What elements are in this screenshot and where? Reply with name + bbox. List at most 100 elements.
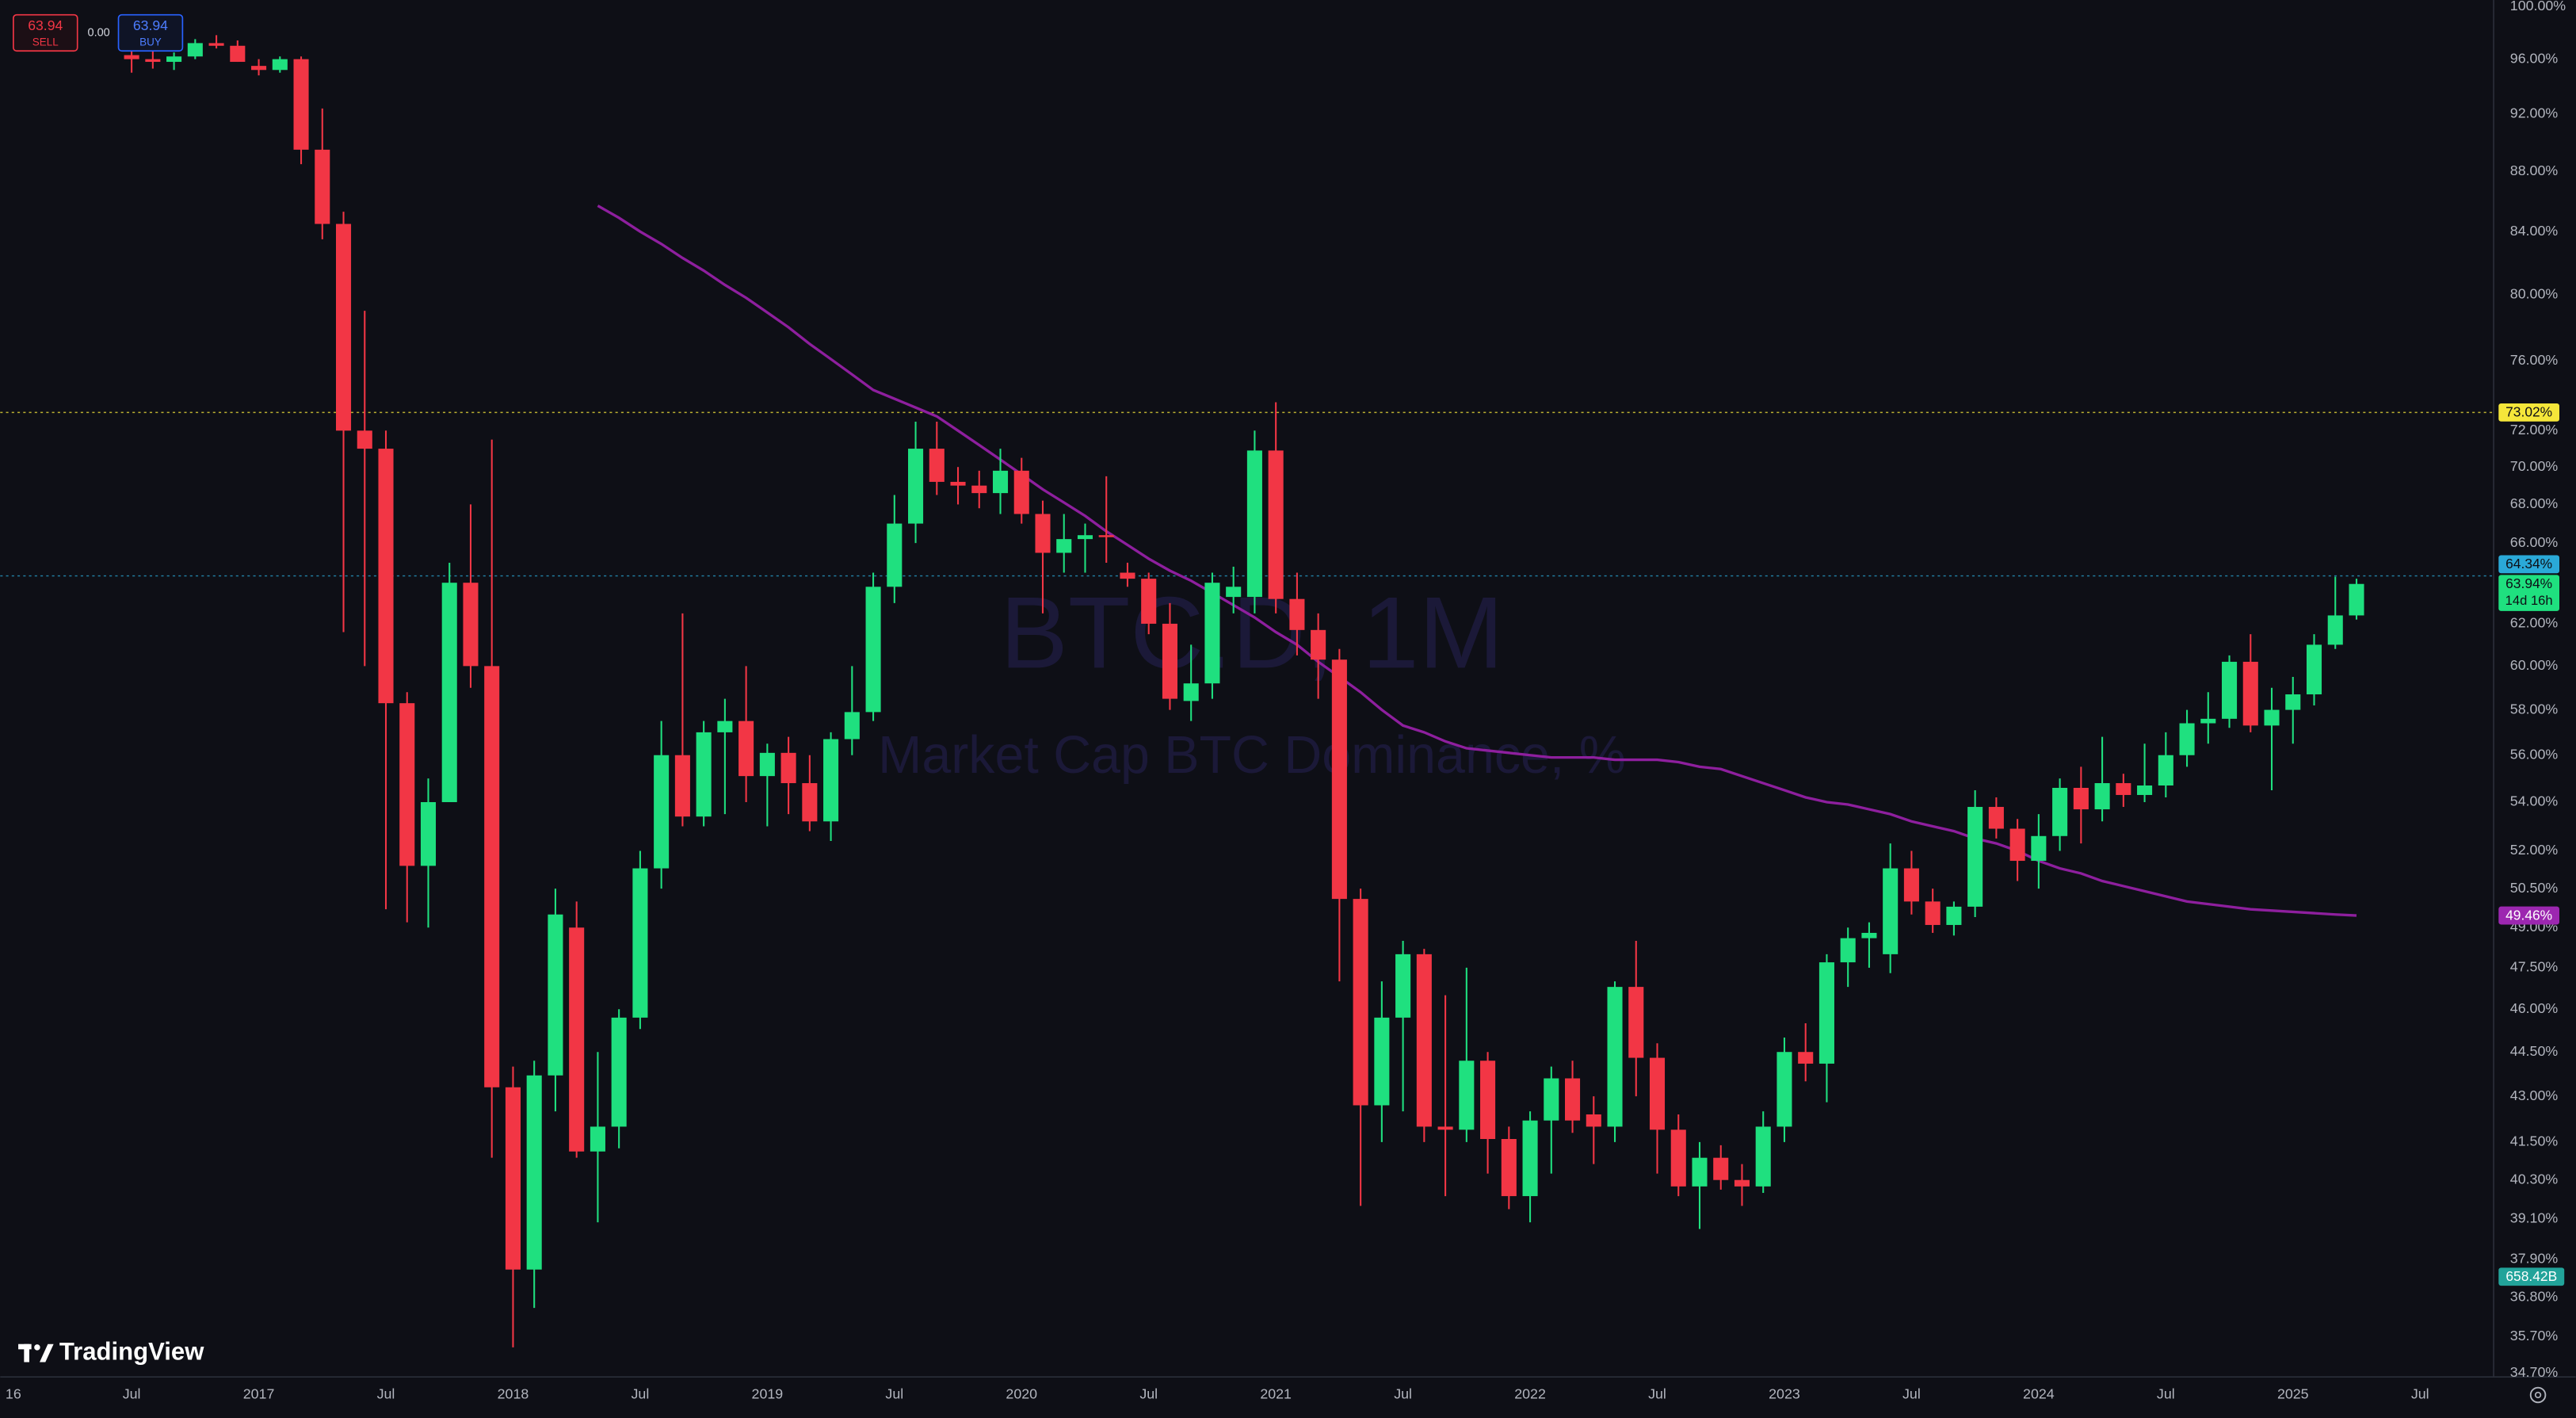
candle-body [1416, 954, 1432, 1127]
candle-body [780, 752, 796, 784]
candle-body [1395, 954, 1411, 1018]
x-tick-label: 2022 [1514, 1386, 1546, 1402]
sell-price: 63.94 [28, 17, 63, 33]
settings-icon[interactable] [2529, 1386, 2547, 1404]
price-level-badge [2498, 403, 2560, 422]
candle-body [315, 149, 330, 224]
y-tick-label: 76.00% [2510, 352, 2559, 368]
candle-body [2137, 785, 2153, 795]
candle-body [759, 752, 775, 777]
y-tick-label: 50.50% [2510, 880, 2559, 896]
candle-body [1903, 868, 1919, 902]
x-tick-label: Jul [885, 1386, 903, 1402]
candle-body [908, 449, 924, 524]
y-tick-label: 72.00% [2510, 422, 2559, 438]
x-tick-label: 2020 [1006, 1386, 1037, 1402]
logo[interactable]: TradingView [18, 1337, 204, 1365]
plot-area [0, 35, 2494, 1347]
y-tick-label: 68.00% [2510, 495, 2559, 511]
buy-label: BUY [139, 36, 162, 48]
candle-body [1311, 629, 1326, 660]
logo-text: TradingView [59, 1337, 204, 1365]
candle-body [1289, 598, 1305, 630]
y-tick-label: 66.00% [2510, 534, 2559, 550]
candle-body [166, 56, 182, 63]
candle-body [1268, 450, 1284, 599]
candle-body [1967, 807, 1983, 907]
x-tick-label: 2025 [2277, 1386, 2309, 1402]
candle-body [2222, 661, 2238, 719]
y-tick-label: 35.70% [2510, 1328, 2559, 1343]
x-tick-label: 2021 [1260, 1386, 1292, 1402]
y-tick-label: 88.00% [2510, 162, 2559, 178]
candle-body [823, 739, 839, 822]
candle-body [2009, 828, 2025, 862]
candle-body [1374, 1017, 1390, 1106]
candle-body [1035, 514, 1051, 553]
logo-mark [34, 1344, 40, 1351]
candle-body [1056, 539, 1072, 553]
logo-mark [40, 1343, 54, 1363]
candle-body [1204, 583, 1220, 684]
y-tick-label: 60.00% [2510, 657, 2559, 673]
y-tick-label: 84.00% [2510, 223, 2559, 239]
y-tick-label: 41.50% [2510, 1133, 2559, 1149]
x-tick-label: 2024 [2023, 1386, 2055, 1402]
candle-body [1628, 987, 1644, 1058]
candle-body [738, 720, 754, 777]
candle-body [420, 801, 437, 866]
candle-body [950, 481, 966, 486]
trade-widget[interactable]: 63.94 SELL 0.00 63.94 BUY [13, 13, 184, 52]
y-tick-label: 36.80% [2510, 1288, 2559, 1304]
candle-body [802, 783, 818, 822]
candle-body [1798, 1052, 1814, 1064]
volume-badge [2498, 1267, 2565, 1286]
candle-body [1670, 1129, 1686, 1187]
y-tick-label: 34.70% [2510, 1364, 2559, 1380]
y-tick-label: 92.00% [2510, 105, 2559, 121]
candle-body [1840, 938, 1856, 963]
candle-body [1544, 1078, 1559, 1121]
candle-body [1522, 1120, 1538, 1197]
price-level-label: 64.34% [2505, 556, 2552, 571]
candle-body [1883, 868, 1899, 954]
candle-body [2073, 787, 2089, 810]
candle-body [2116, 783, 2131, 795]
candle-body [2242, 661, 2258, 726]
y-tick-label: 39.10% [2510, 1210, 2559, 1226]
candle-body [145, 59, 161, 63]
candle-body [1565, 1078, 1581, 1121]
candle-body [1353, 899, 1368, 1106]
y-tick-label: 52.00% [2510, 842, 2559, 858]
x-tick-label: 2019 [752, 1386, 784, 1402]
candle-body [865, 587, 881, 713]
x-tick-label: Jul [2411, 1386, 2429, 1402]
x-tick-label: 2017 [243, 1386, 275, 1402]
candle-body [1649, 1057, 1666, 1130]
y-tick-label: 44.50% [2510, 1043, 2559, 1059]
candle-body [2306, 644, 2322, 695]
y-tick-label: 100.00% [2510, 0, 2566, 13]
axes: 100.00% 96.00% 92.00% 88.00% 84.00% 80.00% 76.… [6, 0, 2566, 1402]
candle-body [463, 583, 479, 667]
y-tick-label: 37.90% [2510, 1250, 2559, 1266]
x-tick-label: Jul [632, 1386, 650, 1402]
sell-button[interactable] [13, 13, 78, 52]
candle-body [251, 66, 267, 71]
candle-body [1734, 1179, 1750, 1187]
candle-body [1331, 659, 1347, 900]
candle-body [2179, 723, 2195, 755]
candle-body [293, 59, 309, 150]
x-tick-label: Jul [1394, 1386, 1412, 1402]
buy-price: 63.94 [133, 17, 168, 33]
candle-body [1713, 1157, 1729, 1180]
candle-body [717, 720, 733, 732]
y-tick-label: 70.00% [2510, 458, 2559, 474]
x-tick-label: 16 [6, 1386, 21, 1402]
buy-button[interactable] [117, 13, 184, 52]
candle-body [484, 666, 500, 1087]
candle-body [526, 1075, 542, 1270]
candle-body [1437, 1126, 1453, 1130]
